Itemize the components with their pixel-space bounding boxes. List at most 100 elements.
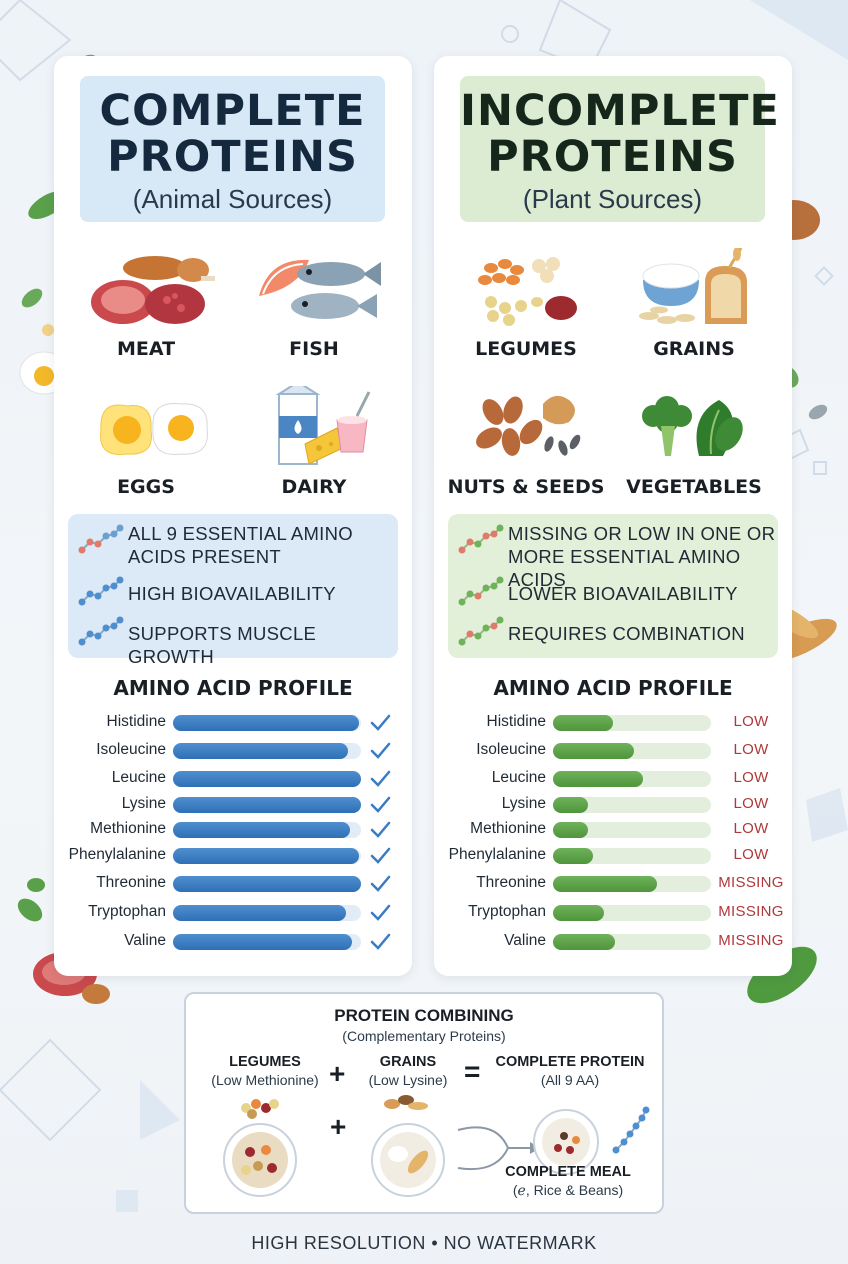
- combining-grains-label: GRAINS: [379, 1054, 437, 1070]
- amino-profile-title: AMINO ACID PROFILE: [493, 676, 733, 700]
- food-eggs: EGGS: [66, 386, 226, 498]
- check-icon: [370, 847, 391, 864]
- amino-bar-fill: [553, 876, 658, 892]
- protein-combining-box: PROTEIN COMBINING (Complementary Protein…: [184, 992, 664, 1214]
- amino-bar-fill: [173, 905, 346, 921]
- benefit-text: HIGH BIOAVAILABILITY: [128, 583, 336, 604]
- complete-benefits: ALL 9 ESSENTIAL AMINO ACIDS PRESENT HIGH…: [68, 514, 398, 667]
- vegetables-icon: [642, 396, 743, 456]
- amino-name: Lysine: [121, 795, 166, 812]
- amino-bar-fill: [173, 822, 350, 838]
- panel-subtitle: (Plant Sources): [522, 184, 703, 214]
- amino-bar-fill: [173, 771, 361, 787]
- amino-name: Threonine: [476, 874, 546, 891]
- incomplete-benefits: MISSING OR LOW IN ONE OR MORE ESSENTIAL …: [448, 514, 778, 658]
- amino-chain-icon: [458, 576, 504, 606]
- amino-chain-icon: [78, 576, 124, 606]
- combining-complete-note: (All 9 AA): [540, 1072, 600, 1088]
- amino-name: Methionine: [90, 820, 166, 837]
- amino-status: MISSING: [718, 932, 784, 949]
- amino-bar-fill: [173, 797, 361, 813]
- complete-proteins-header: COMPLETE PROTEINS (Animal Sources): [80, 76, 385, 222]
- amino-bar-track: [553, 905, 711, 921]
- amino-status: LOW: [733, 795, 769, 812]
- amino-row: Isoleucine LOW: [434, 740, 792, 764]
- benefit-text: MISSING OR LOW IN ONE OR MORE ESSENTIAL …: [508, 523, 776, 590]
- food-label: EGGS: [117, 476, 175, 498]
- amino-bar-fill: [553, 822, 588, 838]
- amino-name: Isoleucine: [96, 741, 166, 758]
- amino-name: Histidine: [486, 713, 546, 730]
- combining-complete: COMPLETE PROTEIN (All 9 AA): [488, 1054, 652, 1088]
- food-meat: MEAT: [66, 248, 226, 360]
- incomplete-proteins-header: INCOMPLETE PROTEINS (Plant Sources): [460, 76, 779, 222]
- grains-icon: [639, 248, 747, 324]
- amino-status: LOW: [733, 820, 769, 837]
- amino-bar-track: [173, 822, 361, 838]
- complete-proteins-panel: COMPLETE PROTEINS (Animal Sources) MEAT …: [54, 56, 412, 976]
- food-legumes: LEGUMES: [446, 248, 606, 360]
- check-icon: [370, 933, 391, 950]
- amino-name: Methionine: [470, 820, 546, 837]
- benefit-text: SUPPORTS MUSCLE GROWTH: [128, 623, 317, 667]
- amino-bar-fill: [553, 771, 644, 787]
- amino-bar-fill: [173, 876, 361, 892]
- amino-bar-fill: [553, 743, 634, 759]
- combining-title: PROTEIN COMBINING: [334, 1006, 514, 1025]
- legume-bowl-icon: [223, 1123, 297, 1197]
- amino-name: Tryptophan: [88, 903, 166, 920]
- amino-status: MISSING: [718, 874, 784, 891]
- amino-name: Phenylalanine: [68, 846, 166, 863]
- amino-row: Tryptophan MISSING: [434, 902, 792, 926]
- amino-name: Isoleucine: [476, 741, 546, 758]
- amino-name: Lysine: [501, 795, 546, 812]
- amino-name: Threonine: [96, 874, 166, 891]
- combining-complete-label: COMPLETE PROTEIN: [495, 1054, 645, 1070]
- amino-bar-track: [173, 743, 361, 759]
- amino-row: Phenylalanine: [54, 845, 412, 869]
- amino-name: Histidine: [106, 713, 166, 730]
- food-label: FISH: [289, 338, 339, 360]
- amino-name: Phenylalanine: [448, 846, 546, 863]
- combining-legumes-note: (Low Methionine): [211, 1072, 319, 1088]
- amino-bar-track: [173, 797, 361, 813]
- amino-bar-track: [173, 715, 361, 731]
- food-label: LEGUMES: [475, 338, 577, 360]
- amino-bar-track: [173, 934, 361, 950]
- amino-bar-track: [553, 771, 711, 787]
- food-label: MEAT: [116, 338, 176, 360]
- dairy-icon: [275, 386, 371, 465]
- check-icon: [370, 904, 391, 921]
- amino-row: Lysine LOW: [434, 794, 792, 818]
- amino-bar-fill: [553, 848, 593, 864]
- amino-bar-track: [553, 848, 711, 864]
- check-icon: [370, 742, 391, 759]
- benefit-text: LOWER BIOAVAILABILITY: [508, 583, 738, 604]
- amino-bar-track: [173, 905, 361, 921]
- amino-status: LOW: [733, 713, 769, 730]
- amino-bar-track: [173, 876, 361, 892]
- amino-row: Leucine LOW: [434, 768, 792, 792]
- benefit-item: LOWER BIOAVAILABILITY: [448, 574, 778, 608]
- arrow-icon: [457, 1126, 510, 1170]
- amino-bar-track: [553, 743, 711, 759]
- amino-status: LOW: [733, 846, 769, 863]
- amino-bar-track: [553, 934, 711, 950]
- fish-icon: [259, 259, 381, 319]
- amino-row: Threonine MISSING: [434, 873, 792, 897]
- amino-profile-title: AMINO ACID PROFILE: [113, 676, 353, 700]
- legumes-pile-icon: [241, 1099, 279, 1119]
- amino-status: MISSING: [718, 903, 784, 920]
- amino-chain-icon: [458, 616, 504, 646]
- eggs-icon: [100, 403, 208, 455]
- legumes-icon: [478, 257, 577, 326]
- amino-row: Leucine: [54, 768, 412, 792]
- amino-bar-fill: [173, 934, 352, 950]
- food-label: GRAINS: [653, 338, 735, 360]
- amino-name: Leucine: [491, 769, 546, 786]
- amino-bar-track: [553, 822, 711, 838]
- amino-row: Valine: [54, 931, 412, 955]
- amino-bar-fill: [553, 715, 614, 731]
- check-icon: [370, 821, 391, 838]
- amino-row: Histidine: [54, 712, 412, 736]
